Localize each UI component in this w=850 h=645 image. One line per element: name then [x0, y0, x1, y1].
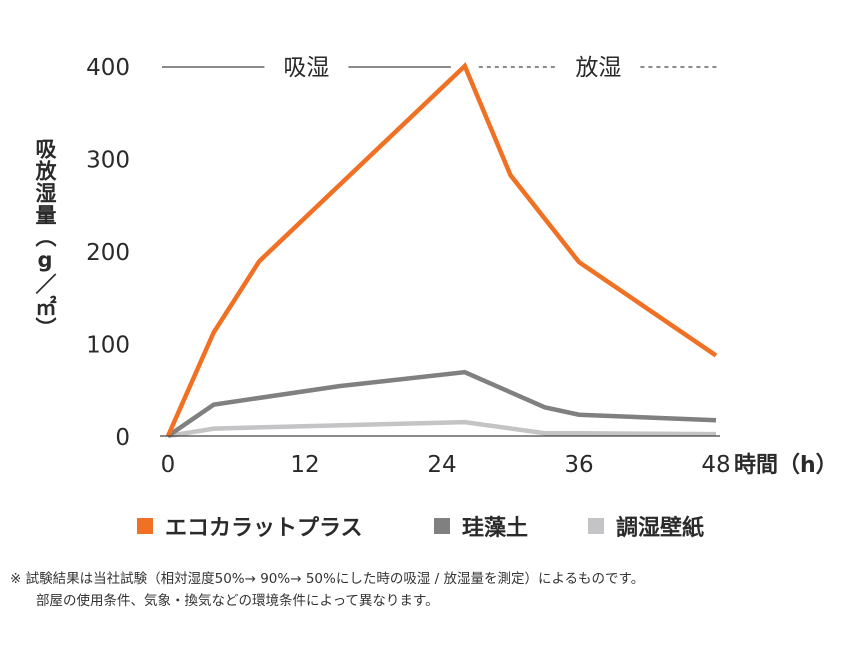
legend: エコカラットプラス 珪藻土 調湿壁紙: [0, 510, 850, 544]
legend-label-ecocarat: エコカラットプラス: [165, 516, 363, 541]
phase-label: 放湿: [575, 55, 621, 81]
footnote-line-1: ※ 試験結果は当社試験（相対湿度50%→ 90%→ 50%にした時の吸湿 / 放…: [10, 571, 645, 587]
series-line: [167, 419, 717, 439]
footnote: ※ 試験結果は当社試験（相対湿度50%→ 90%→ 50%にした時の吸湿 / 放…: [10, 568, 845, 612]
x-axis-title: 時間（h）: [734, 453, 838, 478]
series-line: [166, 369, 717, 438]
legend-swatch-wallpaper: [588, 518, 604, 534]
legend-item-keisodo: 珪藻土: [434, 510, 528, 542]
x-tick-label: 24: [427, 452, 456, 478]
phase-label: 吸湿: [283, 55, 329, 81]
y-tick-label: 200: [86, 240, 130, 266]
y-tick-label: 100: [86, 333, 130, 359]
x-tick-label: 0: [161, 452, 176, 478]
legend-label-keisodo: 珪藻土: [462, 516, 529, 541]
legend-item-wallpaper: 調湿壁紙: [588, 510, 704, 542]
x-tick-label: 36: [564, 452, 593, 478]
legend-item-ecocarat: エコカラットプラス: [137, 510, 363, 542]
y-tick-label: 300: [86, 148, 130, 174]
legend-swatch-ecocarat: [137, 518, 153, 534]
x-tick-label: 12: [290, 452, 319, 478]
legend-label-wallpaper: 調湿壁紙: [616, 516, 705, 541]
series-line: [165, 62, 718, 437]
y-axis-title: 吸放湿量（g／㎡）: [33, 138, 57, 339]
legend-swatch-keisodo: [434, 518, 450, 534]
y-tick-label: 400: [86, 55, 130, 81]
footnote-line-2: 部屋の使用条件、気象・換気などの環境条件によって異なります。: [36, 593, 439, 609]
y-tick-label: 0: [115, 425, 130, 451]
x-tick-label: 48: [701, 452, 730, 478]
